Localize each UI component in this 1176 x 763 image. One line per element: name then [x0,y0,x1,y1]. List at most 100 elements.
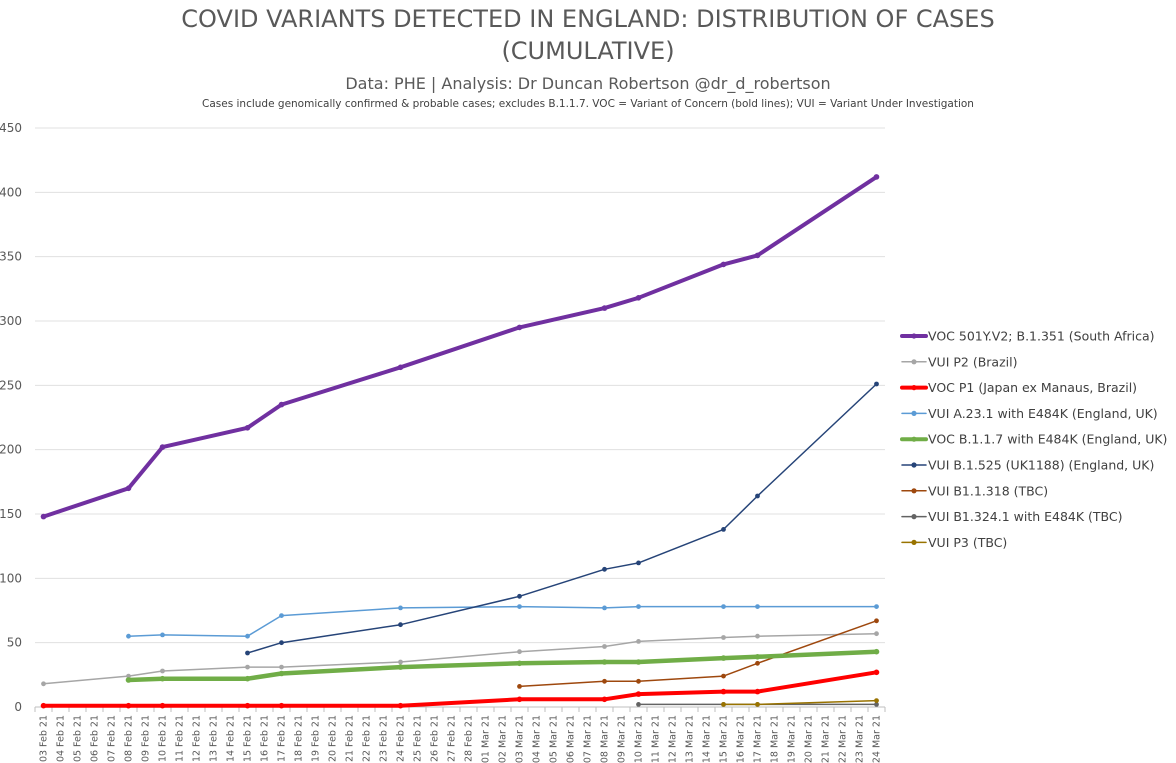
y-axis: 0 50 100 150 200 250 300 350 400 450 [0,121,22,714]
data-point [516,660,523,667]
x-tick-label: 20 Feb 21 [328,715,339,762]
y-tick-label: 200 [0,443,22,457]
x-tick-label: 27 Feb 21 [447,715,458,762]
x-tick-label: 21 Feb 21 [345,715,356,762]
data-point [874,381,879,387]
x-tick-label: 03 Mar 21 [515,715,526,763]
legend: VOC 501Y.V2; B.1.351 (South Africa) VUI P… [900,329,1167,550]
data-point [398,659,403,665]
x-tick-label: 03 Feb 21 [39,715,50,762]
legend-entry: VOC B.1.1.7 with E484K (England, UK) [900,432,1167,447]
legend-label: VUI A.23.1 with E484K (England, UK) [928,406,1158,421]
data-point [720,688,727,695]
y-tick-label: 150 [0,507,22,521]
legend-label: VUI P3 (TBC) [928,535,1007,550]
data-point [755,604,760,609]
x-tick-label: 16 Mar 21 [736,715,747,763]
data-point [721,604,726,609]
legend-entry: VUI A.23.1 with E484K (England, UK) [901,406,1158,421]
y-tick-label: 50 [7,636,22,650]
legend-entry: VUI B1.1.318 (TBC) [901,483,1048,498]
legend-marker [911,385,917,391]
x-tick-label: 24 Feb 21 [396,715,407,762]
x-tick-label: 26 Feb 21 [430,715,441,762]
x-tick-label: 23 Mar 21 [855,715,866,763]
x-tick-label: 13 Feb 21 [209,715,220,762]
data-point [517,649,522,655]
data-point [245,664,250,670]
data-point [159,702,166,709]
x-tick-label: 24 Mar 21 [872,715,883,763]
data-point [874,618,879,624]
legend-label: VOC 501Y.V2; B.1.351 (South Africa) [928,329,1155,344]
x-tick-label: 05 Feb 21 [73,715,84,762]
legend-label: VOC B.1.1.7 with E484K (England, UK) [928,432,1167,447]
legend-entry: VUI P3 (TBC) [901,535,1007,550]
series-5 [245,381,879,656]
data-point [635,295,642,301]
data-point [397,702,404,709]
y-tick-label: 100 [0,571,22,585]
data-point [244,675,251,682]
legend-label: VOC P1 (Japan ex Manaus, Brazil) [928,380,1137,395]
series-4 [125,648,880,683]
x-tick-label: 14 Mar 21 [702,715,713,763]
x-tick-label: 28 Feb 21 [464,715,475,762]
data-point [398,605,403,611]
y-tick-label: 350 [0,250,22,264]
data-point [125,677,132,683]
legend-entry: VUI P2 (Brazil) [901,354,1017,369]
data-point [245,633,250,639]
legend-entry: VOC P1 (Japan ex Manaus, Brazil) [900,380,1137,395]
x-tick-label: 17 Feb 21 [277,715,288,762]
data-point [754,252,761,259]
legend-marker [911,436,917,442]
x-tick-label: 09 Mar 21 [617,715,628,763]
legend-label: VUI B1.1.318 (TBC) [928,483,1048,498]
data-point [874,631,879,637]
x-tick-label: 04 Mar 21 [532,715,543,763]
data-point [159,675,166,682]
x-tick-label: 01 Mar 21 [481,715,492,763]
x-tick-label: 08 Feb 21 [124,715,135,762]
x-tick-label: 06 Feb 21 [90,715,101,762]
data-point [636,678,641,684]
x-tick-label: 07 Mar 21 [583,715,594,763]
legend-marker [911,539,917,546]
x-tick-label: 22 Feb 21 [362,715,373,762]
data-point [755,660,760,666]
x-tick-label: 20 Mar 21 [804,715,815,763]
x-tick-label: 09 Feb 21 [141,715,152,762]
x-tick-label: 19 Feb 21 [311,715,322,762]
chart-title-line-2: (CUMULATIVE) [501,37,675,65]
data-point [873,669,880,676]
data-point [601,659,608,665]
series-3 [126,604,879,639]
data-point [516,696,523,703]
data-point [720,655,727,661]
grid-lines [35,127,885,708]
x-tick-label: 13 Mar 21 [685,715,696,763]
legend-marker [911,488,917,494]
data-point [602,605,607,611]
y-tick-label: 450 [0,121,22,135]
x-tick-label: 15 Feb 21 [243,715,254,762]
legend-marker [911,410,917,416]
legend-entry: VUI B1.324.1 with E484K (TBC) [901,509,1123,524]
data-point [754,688,761,695]
data-point [755,493,760,499]
x-tick-label: 17 Mar 21 [753,715,764,763]
x-tick-label: 07 Feb 21 [107,715,118,762]
data-point [397,364,404,371]
data-point [874,702,879,707]
data-point [125,485,132,492]
x-tick-label: 18 Mar 21 [770,715,781,763]
legend-label: VUI B1.324.1 with E484K (TBC) [928,509,1123,524]
data-point [755,633,760,639]
x-tick-label: 11 Mar 21 [651,715,662,763]
series-line [41,174,879,519]
data-point [398,622,403,628]
x-tick-label: 08 Mar 21 [600,715,611,763]
data-point [244,425,251,431]
data-point [244,702,251,709]
